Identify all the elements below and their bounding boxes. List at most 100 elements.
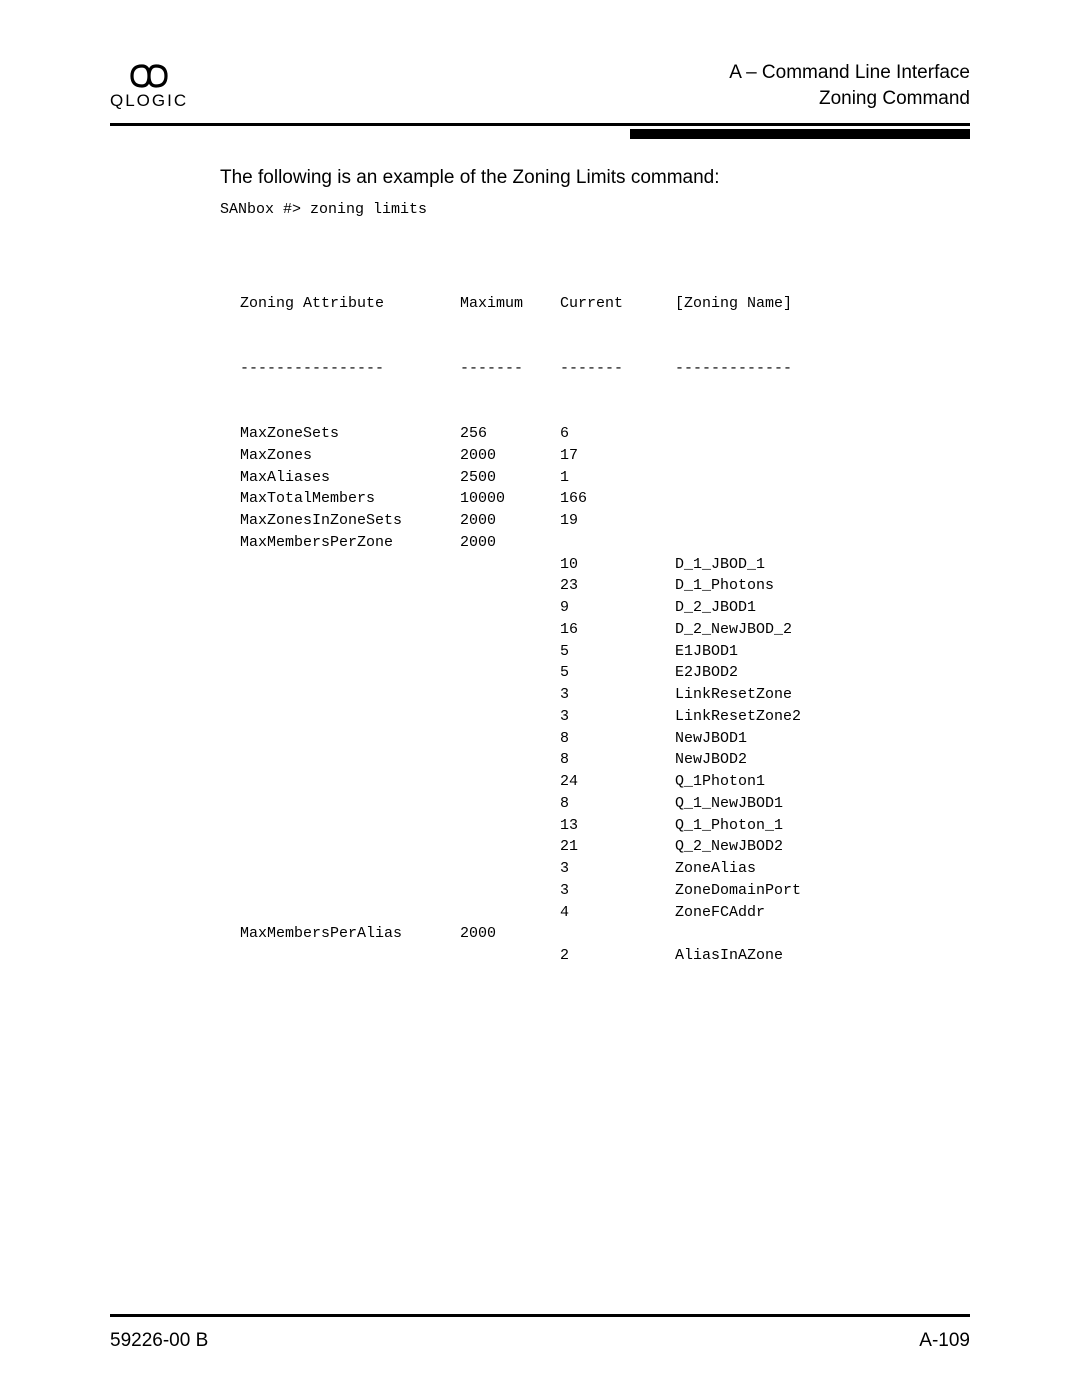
cell-max: 10000 [460, 488, 560, 510]
cell-cur: 3 [560, 880, 675, 902]
cell-name [675, 445, 970, 467]
cell-max [460, 836, 560, 858]
table-row: 13Q_1_Photon_1 [240, 815, 970, 837]
cell-attr [240, 575, 460, 597]
cell-cur: 3 [560, 706, 675, 728]
cell-attr [240, 815, 460, 837]
table-row: MaxMembersPerAlias2000 [240, 923, 970, 945]
page-header: QLOGIC A – Command Line Interface Zoning… [110, 60, 970, 123]
cell-cur: 8 [560, 728, 675, 750]
intro-text: The following is an example of the Zonin… [220, 167, 970, 189]
table-header-row: Zoning Attribute Maximum Current [Zoning… [240, 293, 970, 315]
cell-name: Q_1Photon1 [675, 771, 970, 793]
table-row: 10D_1_JBOD_1 [240, 554, 970, 576]
cell-cur: 13 [560, 815, 675, 837]
cell-attr [240, 902, 460, 924]
cell-cur: 23 [560, 575, 675, 597]
cell-cur: 24 [560, 771, 675, 793]
cell-attr [240, 619, 460, 641]
table-row: MaxZoneSets2566 [240, 423, 970, 445]
cell-attr [240, 554, 460, 576]
cell-max: 256 [460, 423, 560, 445]
cell-attr: MaxZones [240, 445, 460, 467]
header-rule [110, 123, 970, 139]
cell-attr: MaxMembersPerAlias [240, 923, 460, 945]
cell-attr [240, 771, 460, 793]
cell-max [460, 771, 560, 793]
cell-max: 2000 [460, 532, 560, 554]
table-row: 8NewJBOD2 [240, 749, 970, 771]
cell-cur: 3 [560, 858, 675, 880]
cell-cur: 17 [560, 445, 675, 467]
table-row: MaxAliases25001 [240, 467, 970, 489]
cell-attr [240, 858, 460, 880]
dash-name: ------------- [675, 358, 970, 380]
cell-name: D_1_Photons [675, 575, 970, 597]
cell-attr: MaxTotalMembers [240, 488, 460, 510]
cell-max [460, 684, 560, 706]
cell-name: D_2_NewJBOD_2 [675, 619, 970, 641]
cell-max [460, 641, 560, 663]
command-prompt: SANbox #> zoning limits [220, 199, 970, 221]
cell-name: NewJBOD1 [675, 728, 970, 750]
header-titles: A – Command Line Interface Zoning Comman… [729, 60, 970, 111]
cell-cur: 6 [560, 423, 675, 445]
qlogic-mark-icon [126, 63, 172, 89]
cell-name [675, 510, 970, 532]
logo: QLOGIC [110, 63, 188, 111]
cell-max [460, 880, 560, 902]
cell-attr: MaxZonesInZoneSets [240, 510, 460, 532]
cell-max [460, 793, 560, 815]
cell-max [460, 858, 560, 880]
cell-cur: 16 [560, 619, 675, 641]
table-row: 8NewJBOD1 [240, 728, 970, 750]
cell-name: LinkResetZone [675, 684, 970, 706]
cell-name: Q_2_NewJBOD2 [675, 836, 970, 858]
cell-max: 2000 [460, 923, 560, 945]
cell-cur: 4 [560, 902, 675, 924]
col-header-cur: Current [560, 293, 675, 315]
cell-cur: 8 [560, 749, 675, 771]
cell-max: 2000 [460, 510, 560, 532]
cell-name: Q_1_NewJBOD1 [675, 793, 970, 815]
table-row: 5E2JBOD2 [240, 662, 970, 684]
table-row: MaxMembersPerZone2000 [240, 532, 970, 554]
logo-text: QLOGIC [110, 91, 188, 111]
cell-cur: 21 [560, 836, 675, 858]
cell-attr [240, 662, 460, 684]
cell-attr [240, 597, 460, 619]
page-footer: 59226-00 B A-109 [110, 1330, 970, 1352]
cell-cur: 166 [560, 488, 675, 510]
cell-name [675, 467, 970, 489]
cell-attr [240, 793, 460, 815]
table-dash-row: ---------------- ------- ------- -------… [240, 358, 970, 380]
cell-max [460, 728, 560, 750]
table-row: 5E1JBOD1 [240, 641, 970, 663]
cell-attr [240, 836, 460, 858]
cell-max [460, 575, 560, 597]
cell-name: E2JBOD2 [675, 662, 970, 684]
footer-right: A-109 [919, 1330, 970, 1352]
dash-max: ------- [460, 358, 560, 380]
cell-max [460, 945, 560, 967]
cell-max: 2000 [460, 445, 560, 467]
cell-max [460, 554, 560, 576]
table-row: 3LinkResetZone [240, 684, 970, 706]
table-row: 2AliasInAZone [240, 945, 970, 967]
cell-cur: 3 [560, 684, 675, 706]
table-row: 3ZoneDomainPort [240, 880, 970, 902]
header-line-2: Zoning Command [729, 86, 970, 112]
cell-cur: 2 [560, 945, 675, 967]
table-row: 3ZoneAlias [240, 858, 970, 880]
cell-name: NewJBOD2 [675, 749, 970, 771]
col-header-max: Maximum [460, 293, 560, 315]
cell-cur [560, 923, 675, 945]
col-header-attr: Zoning Attribute [240, 293, 460, 315]
header-line-1: A – Command Line Interface [729, 60, 970, 86]
cell-name [675, 488, 970, 510]
table-row: 21Q_2_NewJBOD2 [240, 836, 970, 858]
cell-name: D_2_JBOD1 [675, 597, 970, 619]
cell-max [460, 815, 560, 837]
cell-cur: 19 [560, 510, 675, 532]
cell-attr [240, 945, 460, 967]
